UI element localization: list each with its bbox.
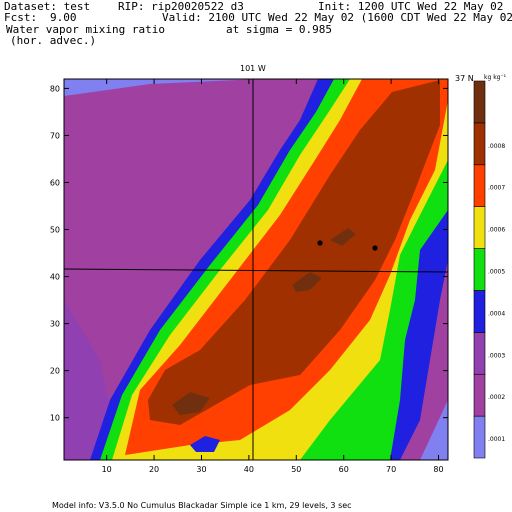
x-axis: 10 20 30 40 50 60 70 80 [102, 79, 444, 474]
model-info: Model info: V3.5.0 No Cumulus Blackadar … [52, 501, 352, 510]
colorbar-label: .0002 [488, 394, 505, 401]
x-tick-label: 60 [339, 465, 349, 474]
band-0007 [148, 80, 440, 425]
x-tick-label: 10 [102, 465, 112, 474]
y-axis: 10 20 30 40 50 60 70 80 [50, 84, 448, 423]
colorbar-swatch [473, 206, 486, 249]
colorbar-swatch [473, 290, 486, 333]
station-marker [317, 240, 323, 246]
colorbar-label: .0001 [488, 436, 505, 443]
y-tick-label: 10 [50, 414, 60, 423]
colorbar-label: .0003 [488, 352, 505, 359]
init-label: Init: 1200 UTC Wed 22 May 02 [318, 0, 504, 13]
field-subname: (hor. advec.) [10, 34, 97, 47]
plot-frame [63, 78, 449, 461]
colorbar-swatch [473, 332, 486, 375]
y-tick-label: 40 [50, 273, 60, 282]
valid-label: Valid: 2100 UTC Wed 22 May 02 (1600 CDT … [162, 11, 512, 24]
sigma-level: at sigma = 0.985 [226, 23, 332, 36]
x-tick-label: 40 [244, 465, 254, 474]
fcst-label: Fcst: [4, 11, 38, 24]
dataset-label: Dataset: test [4, 0, 91, 13]
band-0003-hole [190, 436, 220, 452]
y-tick-label: 20 [50, 367, 60, 376]
colorbar-label: .0004 [488, 310, 505, 317]
band-0008-mid [292, 272, 322, 292]
colorbar-swatch [473, 80, 486, 124]
colorbar: kg kg⁻¹ .0001 .0002 .0003 .0004 .0005 .0006 .0… [473, 74, 507, 459]
field-name: Water vapor mixing ratio [6, 23, 165, 36]
colorbar-label: .0006 [488, 227, 505, 234]
colorbar-swatch [473, 164, 486, 207]
colorbar-swatch [473, 122, 486, 166]
colorbar-label: .0005 [488, 269, 505, 276]
rip-label: RIP: rip20020522 d3 [118, 0, 244, 13]
x-tick-label: 50 [291, 465, 301, 474]
fcst-value: 9.00 [50, 11, 77, 24]
colorbar-swatch [473, 415, 486, 459]
x-tick-label: 70 [386, 465, 396, 474]
y-tick-label: 80 [50, 84, 60, 93]
colorbar-swatch [473, 373, 486, 417]
colorbar-swatch [473, 248, 486, 291]
y-tick-label: 50 [50, 226, 60, 235]
x-tick-label: 30 [196, 465, 206, 474]
x-tick-label: 20 [149, 465, 159, 474]
band-0008-upper [330, 228, 356, 246]
y-tick-label: 30 [50, 320, 60, 329]
parallel-line [63, 268, 449, 273]
x-tick-label: 80 [433, 465, 443, 474]
meridian-label: 101 W [240, 64, 266, 73]
colorbar-unit: kg kg⁻¹ [484, 74, 507, 81]
colorbar-label: .0008 [488, 143, 505, 150]
band-0008 [172, 392, 210, 415]
colorbar-label: .0007 [488, 185, 505, 192]
station-marker [372, 245, 378, 251]
y-tick-label: 60 [50, 178, 60, 187]
parallel-label: 37 N [455, 74, 474, 83]
y-tick-label: 70 [50, 131, 60, 140]
